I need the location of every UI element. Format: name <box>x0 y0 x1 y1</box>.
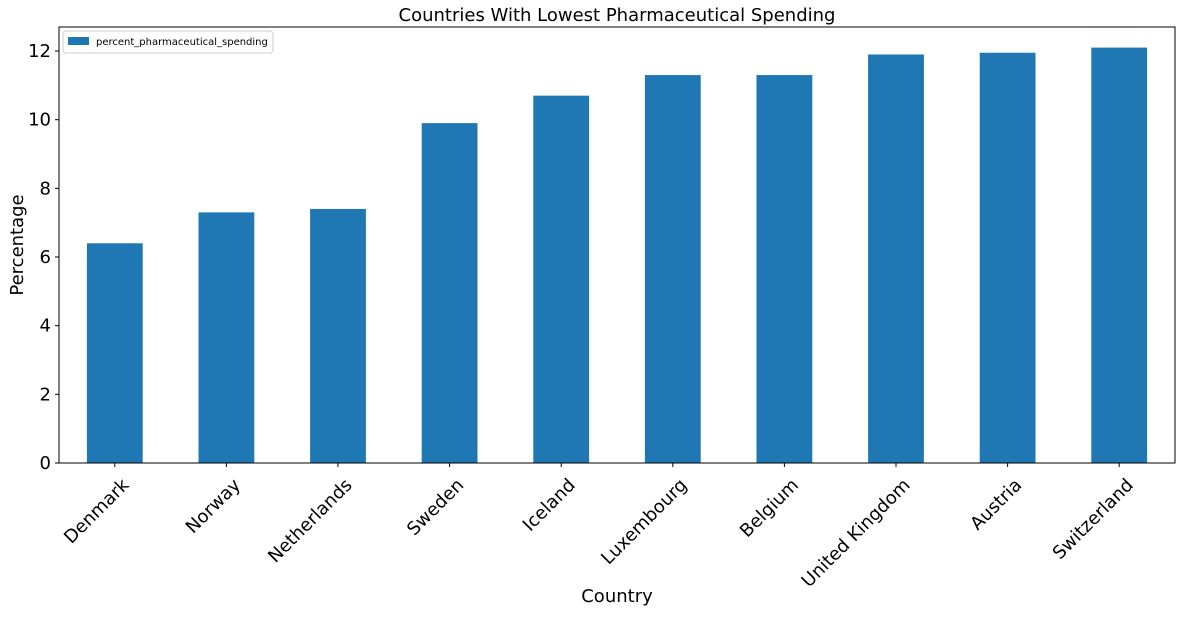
x-axis-ticks: Denmark Norway Netherlands Sweden Iceland Lux… <box>60 463 1138 592</box>
y-axis-label: Percentage <box>7 194 28 295</box>
bar-iceland <box>533 95 590 463</box>
bar-netherlands <box>310 208 366 463</box>
bar-united-kingdom <box>868 54 924 464</box>
bar-denmark <box>86 243 143 463</box>
legend-label: percent_pharmaceutical_spending <box>96 37 268 48</box>
y-tick-label: 0 <box>40 453 51 474</box>
x-tick-label: Iceland <box>519 475 580 536</box>
x-axis-label: Country <box>581 586 653 607</box>
bar-austria <box>979 52 1036 463</box>
x-tick-label: Austria <box>966 475 1026 535</box>
y-axis-ticks: 0 2 4 6 8 10 12 <box>28 41 59 474</box>
y-tick-label: 4 <box>40 316 51 337</box>
bar-sweden <box>421 123 478 463</box>
x-tick-label: Netherlands <box>264 475 356 567</box>
y-tick-label: 10 <box>28 110 51 131</box>
y-tick-label: 2 <box>40 384 51 405</box>
y-tick-label: 8 <box>40 178 51 199</box>
chart-title: Countries With Lowest Pharmaceutical Spe… <box>399 5 836 26</box>
plot-frame <box>58 26 1176 464</box>
x-tick-label: United Kingdom <box>798 475 915 592</box>
x-tick-label: Denmark <box>60 474 134 548</box>
bar-switzerland <box>1091 47 1148 463</box>
bar-luxembourg <box>644 75 701 463</box>
legend-frame <box>62 30 274 54</box>
bars-layer <box>86 47 1148 464</box>
legend: percent_pharmaceutical_spending <box>62 30 274 54</box>
x-tick-label: Norway <box>182 474 245 537</box>
x-tick-label: Sweden <box>403 475 468 540</box>
bar-norway <box>198 212 255 463</box>
x-tick-label: Luxembourg <box>597 475 691 569</box>
x-tick-label: Switzerland <box>1049 475 1138 564</box>
legend-swatch <box>68 37 89 45</box>
y-tick-label: 12 <box>28 41 51 62</box>
x-tick-label: Belgium <box>736 475 803 542</box>
y-tick-label: 6 <box>40 247 51 268</box>
bar-belgium <box>756 75 813 463</box>
